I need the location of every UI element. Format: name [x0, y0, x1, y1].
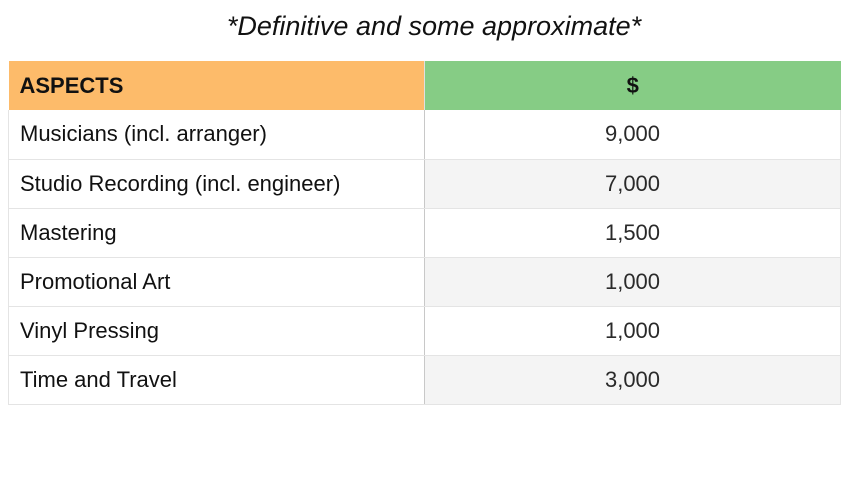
- aspect-cell: Promotional Art: [8, 257, 425, 307]
- cost-column-header: $: [424, 61, 841, 110]
- table-row: Vinyl Pressing 1,000: [8, 306, 841, 356]
- cost-cell: 1,000: [424, 306, 841, 356]
- table-row: Musicians (incl. arranger) 9,000: [8, 110, 841, 160]
- table-row: Promotional Art 1,000: [8, 257, 841, 307]
- aspects-column-header: ASPECTS: [8, 61, 425, 110]
- table-row: Time and Travel 3,000: [8, 355, 841, 405]
- table-header-row: ASPECTS $: [8, 61, 841, 110]
- budget-table: ASPECTS $ Musicians (incl. arranger) 9,0…: [8, 61, 841, 405]
- aspect-cell: Vinyl Pressing: [8, 306, 425, 356]
- table-row: Mastering 1,500: [8, 208, 841, 258]
- aspect-cell: Studio Recording (incl. engineer): [8, 159, 425, 209]
- table-row: Studio Recording (incl. engineer) 7,000: [8, 159, 841, 209]
- page-caption: *Definitive and some approximate*: [226, 11, 642, 41]
- aspect-cell: Time and Travel: [8, 355, 425, 405]
- cost-cell: 9,000: [424, 110, 841, 160]
- cost-cell: 3,000: [424, 355, 841, 405]
- cost-cell: 7,000: [424, 159, 841, 209]
- cost-cell: 1,500: [424, 208, 841, 258]
- aspect-cell: Mastering: [8, 208, 425, 258]
- cost-cell: 1,000: [424, 257, 841, 307]
- aspect-cell: Musicians (incl. arranger): [8, 110, 425, 160]
